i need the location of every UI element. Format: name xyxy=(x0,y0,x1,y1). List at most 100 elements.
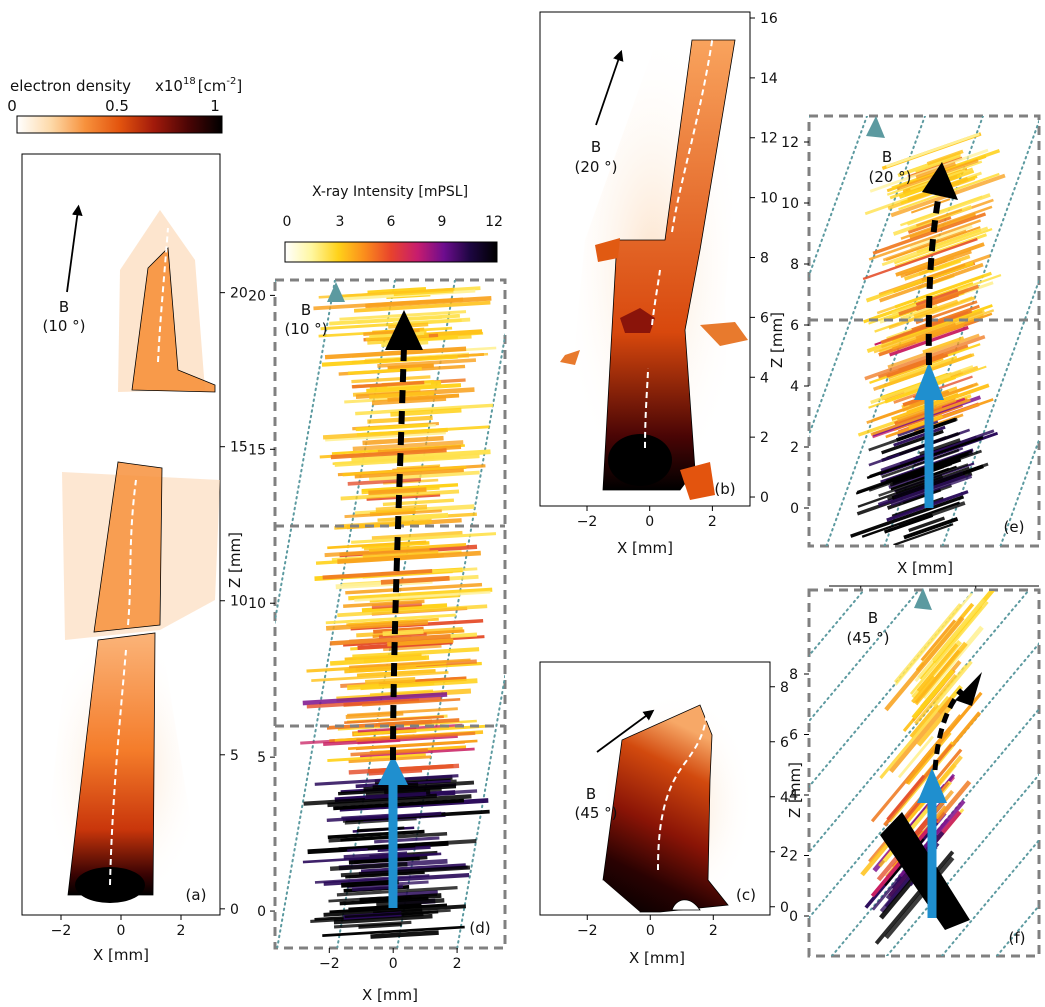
panel-e-ylabel: Z [mm] xyxy=(768,312,786,368)
panel-e-b-marker xyxy=(866,116,885,138)
panel-c-xtick-label-0: −2 xyxy=(577,923,598,939)
panel-f-b-label: B xyxy=(868,609,878,627)
panel-d-b-marker xyxy=(327,282,345,302)
panel-a-beam-middle xyxy=(94,462,162,632)
svg-text:x1018[cm-2]: x1018 [cm-2] xyxy=(155,76,242,95)
xray-colorbar: X-ray Intensity [mPSL] 0 3 6 9 12 xyxy=(283,184,503,263)
panel-e-ytick-label-2: 4 xyxy=(790,379,799,395)
panel-b-label: (b) xyxy=(714,480,735,498)
panel-b-xlabel: X [mm] xyxy=(617,539,673,557)
density-tick-1: 0.5 xyxy=(105,97,129,115)
panel-c-b-field-arrow xyxy=(596,709,655,753)
panel-f-frame xyxy=(807,588,1041,958)
panel-c-plot xyxy=(600,690,755,915)
panel-b-ytick-label-2: 4 xyxy=(760,370,769,386)
panel-e-ytick-label-6: 12 xyxy=(781,135,799,151)
panel-a-xtick-label-0: −2 xyxy=(51,923,72,939)
xray-tick-2: 6 xyxy=(387,214,396,230)
panel-b-ytick-label-7: 14 xyxy=(760,71,778,87)
panel-a-xtick-label-2: 2 xyxy=(177,923,186,939)
panel-a-ytick-label-2: 10 xyxy=(230,594,248,610)
panel-f-black-arrow xyxy=(932,688,964,771)
panel-e-ytick-label-3: 6 xyxy=(790,318,799,334)
panel-c-beam xyxy=(603,705,728,912)
panel-d-xtick-label-0: −2 xyxy=(319,956,340,972)
density-scale: x10 xyxy=(155,77,183,95)
panel-e-ytick-label-0: 0 xyxy=(790,501,799,517)
panel-c-ytick-label-1: 2 xyxy=(780,845,789,861)
panel-f-label: (f) xyxy=(1009,929,1026,947)
xray-tick-4: 12 xyxy=(485,214,503,230)
panel-a-beam-top xyxy=(132,248,215,392)
panel-c-ytick-label-3: 6 xyxy=(780,735,789,751)
panel-b-ytick-label-0: 0 xyxy=(760,490,769,506)
panel-e-label: (e) xyxy=(1004,518,1025,536)
panel-e-xlabel: X [mm] xyxy=(897,559,953,577)
panel-c: B (45 °) (c) −2 0 2 0 2 4 6 8 X [mm] Z [mm] xyxy=(539,661,804,967)
panel-b-b-angle: (20 °) xyxy=(574,158,617,176)
panel-c-ytick-label-4: 8 xyxy=(780,680,789,696)
panel-d-xtick-label-2: 2 xyxy=(453,956,462,972)
panel-e-black-arrow xyxy=(925,199,941,366)
panel-f-b-marker xyxy=(914,588,932,610)
xray-tick-1: 3 xyxy=(336,214,345,230)
panel-b-ytick-label-8: 16 xyxy=(760,11,778,27)
panel-f: B (45 °) (f) xyxy=(807,588,1041,958)
xray-tick-3: 9 xyxy=(438,214,447,230)
panel-a-xtick-label-1: 0 xyxy=(117,923,126,939)
panel-c-b-label: B xyxy=(586,785,596,803)
panel-d-xray-streaks xyxy=(300,286,497,939)
panel-f-ytick-label-2: 4 xyxy=(789,788,798,804)
panel-a-b-field-arrow xyxy=(66,204,83,293)
density-tick-2: 1 xyxy=(210,97,220,115)
density-unit-exp: -2 xyxy=(226,76,236,87)
panel-d-b-label: B xyxy=(301,301,311,319)
panel-d-ytick-label-2: 10 xyxy=(248,596,266,612)
density-colorbar-title: electron density xyxy=(10,77,131,95)
panel-e-ytick-label-5: 10 xyxy=(781,196,799,212)
panel-a-b-label: B xyxy=(59,298,69,316)
panel-d-label: (d) xyxy=(469,919,490,937)
panel-f-dark-region xyxy=(880,812,970,930)
panel-c-axes: −2 0 2 0 2 4 6 8 xyxy=(577,680,789,939)
xray-colorbar-bar xyxy=(284,241,498,263)
panel-e-b-label: B xyxy=(882,148,892,166)
panel-b: B (20 °) (b) −2 0 2 0 2 4 6 8 10 12 14 16 X [mm] xyxy=(539,11,778,557)
panel-b-ytick-label-3: 6 xyxy=(760,310,769,326)
panel-d-ytick-label-0: 0 xyxy=(257,904,266,920)
density-colorbar-bar xyxy=(16,115,223,134)
panel-d-ytick-label-1: 5 xyxy=(257,750,266,766)
panel-c-xtick-label-1: 0 xyxy=(646,923,655,939)
density-tick-0: 0 xyxy=(7,97,17,115)
panel-c-ylabel: Z [mm] xyxy=(786,762,804,818)
panel-b-beam xyxy=(603,40,735,490)
panel-d-xtick-label-1: 0 xyxy=(389,956,398,972)
panel-b-plot xyxy=(560,30,748,500)
panel-d-black-arrow xyxy=(390,344,407,761)
panel-c-ytick-label-0: 0 xyxy=(780,900,789,916)
panel-b-xtick-label-2: 2 xyxy=(708,514,717,530)
panel-a-ytick-label-1: 5 xyxy=(230,748,239,764)
panel-c-label: (c) xyxy=(736,886,756,904)
panel-b-xtick-label-0: −2 xyxy=(577,514,598,530)
density-unit: [cm xyxy=(198,77,227,95)
panel-b-axes: −2 0 2 0 2 4 6 8 10 12 14 16 xyxy=(577,11,778,530)
density-colorbar: electron density x1018 [cm-2] 0 0.5 1 xyxy=(7,76,242,134)
panel-b-ytick-label-1: 2 xyxy=(760,430,769,446)
panel-c-xtick-label-2: 2 xyxy=(709,923,718,939)
panel-b-b-field-arrow xyxy=(595,49,624,126)
panel-d-xlabel: X [mm] xyxy=(362,986,418,1004)
panel-d-b-angle: (10 °) xyxy=(284,320,327,338)
panel-c-ytick-label-2: 4 xyxy=(780,790,789,806)
panel-e: B (20 °) (e) −2202468101202468 X [mm] Z … xyxy=(768,114,1041,925)
panel-a-ytick-label-4: 20 xyxy=(230,286,248,302)
xray-tick-0: 0 xyxy=(283,214,292,230)
panel-a-label: (a) xyxy=(186,886,207,904)
panel-e-ytick-label-1: 2 xyxy=(790,440,799,456)
panel-a-plot xyxy=(40,210,220,910)
panel-f-ytick-label-4: 8 xyxy=(789,667,798,683)
